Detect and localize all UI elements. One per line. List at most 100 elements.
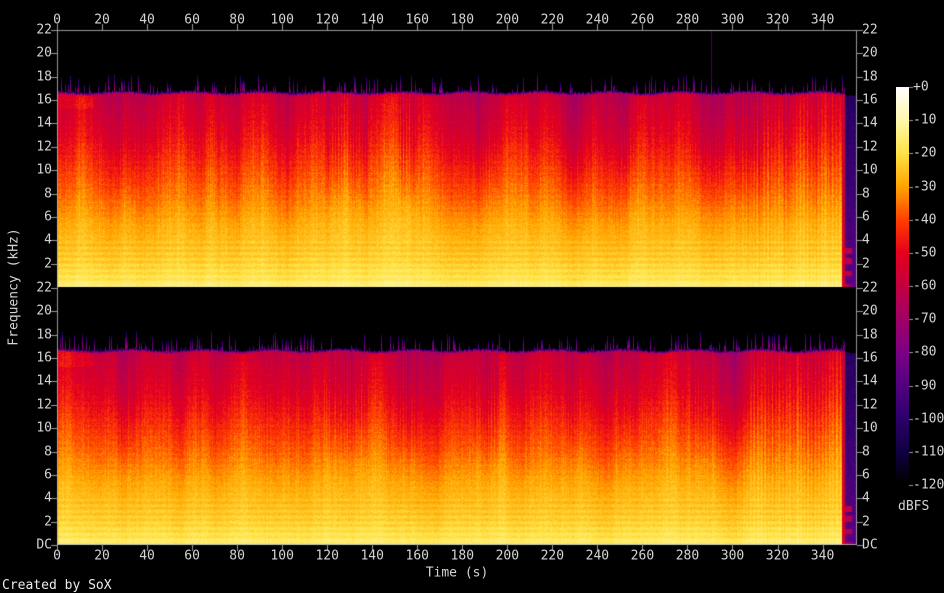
time-tick-label-top: 160 xyxy=(405,12,429,28)
colorbar-tick-label: -30 xyxy=(913,179,937,194)
freq-tick-label-right: 22 xyxy=(862,280,878,296)
colorbar-tick-label: -100 xyxy=(913,411,944,427)
colorbar-tick-label: +0 xyxy=(913,79,929,95)
freq-tick-label-right: 22 xyxy=(862,22,878,38)
time-tick-label-top: 260 xyxy=(630,12,655,28)
time-tick-label-top: 40 xyxy=(139,12,155,28)
freq-tick-label-left: 10 xyxy=(36,162,52,178)
freq-tick-label-right: 16 xyxy=(862,92,878,108)
freq-tick-label-left: 10 xyxy=(36,420,52,436)
time-tick-label-bottom: 220 xyxy=(540,548,565,564)
freq-tick-label-right: 4 xyxy=(862,232,870,248)
freq-tick-label-right: 10 xyxy=(862,420,878,436)
time-tick-label-top: 180 xyxy=(450,12,475,28)
colorbar-tick-label: -120 xyxy=(913,477,944,493)
time-tick-label-bottom: 320 xyxy=(765,548,790,564)
time-tick-label-top: 140 xyxy=(360,12,384,28)
freq-tick-label-left: 22 xyxy=(36,280,52,296)
freq-tick-label-left: 18 xyxy=(36,69,52,85)
freq-tick-label-left: 12 xyxy=(36,139,52,155)
time-tick-label-top: 220 xyxy=(540,12,565,28)
colorbar-tick-label: -80 xyxy=(913,344,937,360)
freq-tick-label-left: 20 xyxy=(36,303,52,319)
time-tick-label-bottom: 100 xyxy=(270,548,294,564)
time-tick-label-bottom: 200 xyxy=(495,548,520,564)
time-tick-label-top: 240 xyxy=(585,12,610,28)
time-tick-label-bottom: 40 xyxy=(139,548,155,564)
freq-tick-label-left: 16 xyxy=(36,92,52,108)
freq-tick-label-right: 20 xyxy=(862,45,878,61)
freq-tick-label-left: 6 xyxy=(44,467,52,483)
colorbar-tick-label: -40 xyxy=(913,212,937,228)
freq-tick-label-right: 4 xyxy=(862,490,870,506)
freq-tick-label-left: 18 xyxy=(36,327,52,343)
freq-tick-label-left: 6 xyxy=(44,209,52,225)
time-tick-label-bottom: 120 xyxy=(315,548,339,564)
freq-tick-label-right: 8 xyxy=(862,186,870,202)
freq-tick-label-right: 8 xyxy=(862,444,870,460)
time-tick-label-top: 200 xyxy=(495,12,520,28)
colorbar-tick-label: -110 xyxy=(913,444,944,460)
time-tick-label-bottom: 300 xyxy=(720,548,745,564)
time-tick-label-top: 20 xyxy=(94,12,110,28)
freq-tick-label-right: 12 xyxy=(862,139,878,155)
spectrogram-heatmap-canvas xyxy=(57,30,857,545)
time-tick-label-top: 280 xyxy=(675,12,700,28)
colorbar-unit-label: dBFS xyxy=(898,499,930,514)
frequency-axis-title: Frequency (kHz) xyxy=(6,228,22,346)
freq-tick-label-left: 14 xyxy=(36,373,52,389)
freq-tick-label-right: 20 xyxy=(862,303,878,319)
time-tick-label-top: 300 xyxy=(720,12,745,28)
time-tick-label-top: 0 xyxy=(53,12,61,28)
time-tick-label-bottom: 140 xyxy=(360,548,384,564)
freq-tick-label-left: 4 xyxy=(44,490,52,506)
time-tick-label-top: 80 xyxy=(229,12,245,28)
freq-tick-label-right: 12 xyxy=(862,397,878,413)
freq-tick-label-right: 16 xyxy=(862,350,878,366)
freq-tick-label-right: 2 xyxy=(862,256,870,272)
time-tick-label-bottom: 0 xyxy=(53,548,61,564)
freq-tick-label-left: 2 xyxy=(44,514,52,530)
freq-tick-label-right: 14 xyxy=(862,115,878,131)
freq-tick-label-right: 6 xyxy=(862,209,870,225)
time-tick-label-bottom: 240 xyxy=(585,548,610,564)
freq-tick-label-left: 2 xyxy=(44,256,52,272)
freq-tick-label-left: 12 xyxy=(36,397,52,413)
time-tick-label-top: 60 xyxy=(184,12,200,28)
freq-tick-label-right: 18 xyxy=(862,69,878,85)
time-tick-label-top: 340 xyxy=(810,12,835,28)
freq-tick-label-right: 6 xyxy=(862,467,870,483)
time-axis-title: Time (s) xyxy=(425,565,489,581)
freq-tick-label-left: 16 xyxy=(36,350,52,366)
freq-tick-label-left: 4 xyxy=(44,232,52,248)
colorbar-tick-label: -50 xyxy=(913,245,937,261)
time-tick-label-bottom: 280 xyxy=(675,548,700,564)
colorbar-tick-label: -60 xyxy=(913,278,937,294)
freq-tick-label-left: 8 xyxy=(44,444,52,460)
time-tick-label-bottom: 160 xyxy=(405,548,429,564)
colorbar-tick-label: -10 xyxy=(913,112,937,128)
colorbar-tick-label: -70 xyxy=(913,311,937,327)
time-tick-label-top: 100 xyxy=(270,12,294,28)
freq-tick-label-left: 20 xyxy=(36,45,52,61)
freq-tick-label-right: 2 xyxy=(862,514,870,530)
freq-tick-label-left: 22 xyxy=(36,22,52,38)
colorbar-tick-label: -20 xyxy=(913,145,937,161)
freq-tick-label-left: 14 xyxy=(36,115,52,131)
freq-tick-label-right: 14 xyxy=(862,373,878,389)
time-tick-label-bottom: 60 xyxy=(184,548,200,564)
colorbar-gradient-canvas xyxy=(896,87,909,485)
time-tick-label-bottom: 340 xyxy=(810,548,835,564)
time-tick-label-bottom: 260 xyxy=(630,548,655,564)
colorbar-tick-label: -90 xyxy=(913,378,937,393)
freq-tick-label-right: DC xyxy=(862,537,878,553)
freq-tick-label-right: 18 xyxy=(862,327,878,343)
freq-tick-label-right: 10 xyxy=(862,162,878,178)
time-tick-label-top: 120 xyxy=(315,12,339,28)
time-tick-label-bottom: 80 xyxy=(229,548,245,564)
time-tick-label-top: 320 xyxy=(765,12,790,28)
freq-tick-label-left: 8 xyxy=(44,186,52,202)
sox-credit-text: Created by SoX xyxy=(2,578,112,593)
time-tick-label-bottom: 20 xyxy=(94,548,110,564)
